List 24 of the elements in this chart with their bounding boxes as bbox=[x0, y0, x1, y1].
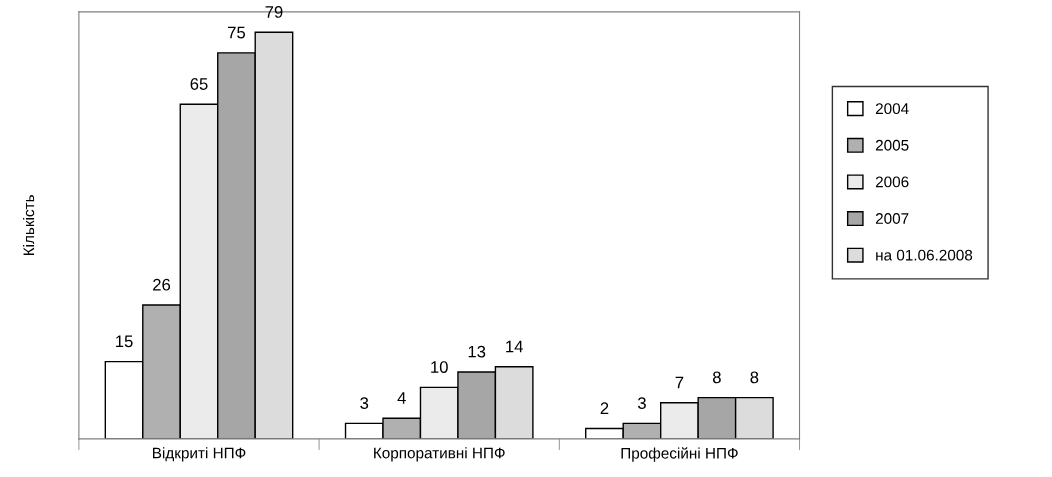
data-label: 3 bbox=[637, 397, 646, 409]
legend-label: 2005 bbox=[875, 139, 909, 151]
data-label: 8 bbox=[712, 371, 721, 384]
data-label: 4 bbox=[397, 392, 406, 404]
data-label: 7 bbox=[675, 376, 684, 389]
x-tick-label: Відкриті НПФ bbox=[153, 447, 246, 462]
data-label: 10 bbox=[431, 361, 448, 373]
data-label: 8 bbox=[750, 371, 759, 384]
data-label: 3 bbox=[360, 397, 369, 409]
x-tick-label: Професійні НПФ bbox=[621, 447, 738, 462]
data-label: 75 bbox=[228, 26, 246, 39]
y-axis-title: Кількість bbox=[22, 195, 35, 256]
data-label: 65 bbox=[190, 78, 208, 90]
data-label: 14 bbox=[506, 340, 523, 353]
legend-label: 2007 bbox=[875, 213, 909, 224]
legend-label: на 01.06.2008 bbox=[876, 249, 973, 261]
data-label: 79 bbox=[265, 6, 283, 18]
data-label: 2 bbox=[600, 402, 609, 414]
data-label: 13 bbox=[468, 345, 486, 358]
legend-label: 2006 bbox=[875, 176, 909, 188]
data-label: 15 bbox=[116, 335, 133, 348]
data-label: 26 bbox=[153, 278, 171, 291]
legend-label: 2004 bbox=[875, 103, 909, 115]
x-tick-label: Корпоративні НПФ bbox=[374, 447, 505, 462]
